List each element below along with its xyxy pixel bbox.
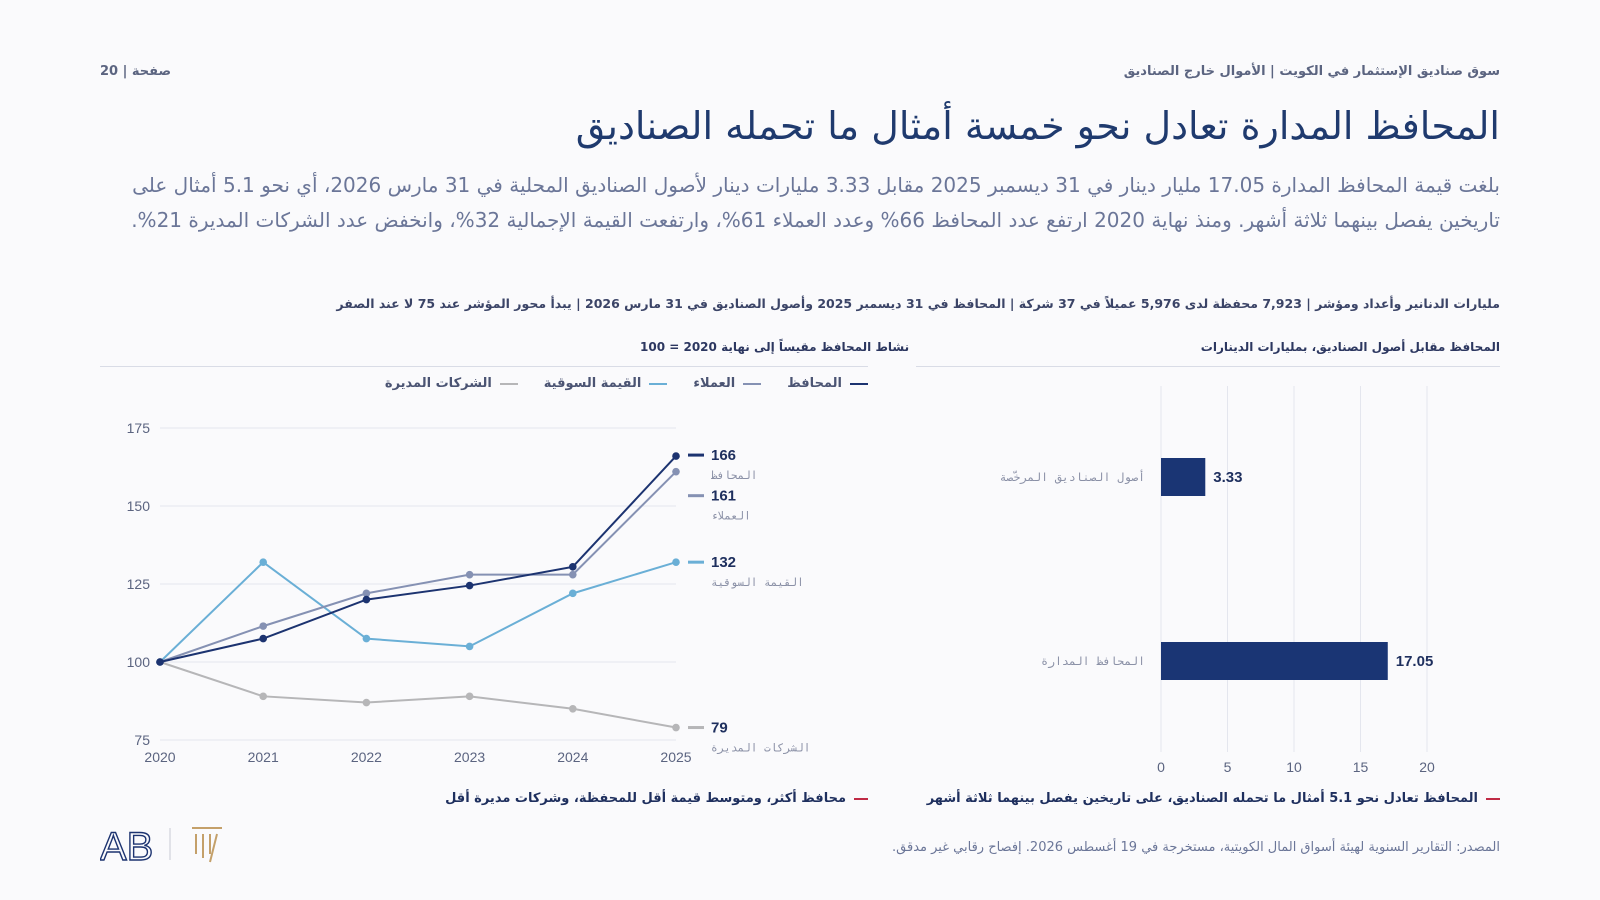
logo-monogram: AB (100, 825, 153, 868)
legend-item: القيمة السوقية (544, 376, 668, 391)
line-chart-caption-text: محافظ أكثر، ومتوسط قيمة أقل للمحفظة، وشر… (445, 791, 846, 806)
data-point (259, 634, 268, 643)
bar (1161, 458, 1206, 496)
data-point (465, 642, 474, 651)
data-point (362, 634, 371, 643)
caption-marker (854, 797, 868, 800)
y-tick-label: 150 (127, 498, 151, 514)
data-point (569, 570, 577, 579)
end-value-label: 79 (711, 720, 728, 737)
legend-swatch (850, 382, 868, 385)
data-point (569, 589, 577, 598)
meta-bar: مليارات الدنانير وأعداد ومؤشر | 7,923 مح… (336, 296, 1500, 311)
bar-chart-section-title: المحافظ مقابل أصول الصناديق، بمليارات ال… (1200, 340, 1500, 354)
pillar-icon (192, 827, 222, 863)
brand-logo: AB (100, 824, 222, 868)
bar-category-label: أصول الصناديق المرخّصة (1000, 469, 1145, 485)
legend-swatch (499, 382, 518, 385)
line-chart-rule (100, 366, 868, 367)
bar-chart-caption: المحافظ تعادل نحو 5.1 أمثال ما تحمله الص… (927, 791, 1500, 806)
end-series-label: القيمة السوقية (711, 576, 804, 589)
bar (1161, 642, 1388, 680)
x-tick-label: 20 (1419, 759, 1435, 775)
x-tick-label: 2021 (248, 749, 279, 765)
lede-paragraph: بلغت قيمة المحافظ المدارة 17.05 مليار دي… (131, 173, 1500, 232)
data-point (465, 692, 474, 701)
data-point (672, 723, 680, 732)
x-tick-label: 10 (1286, 759, 1302, 775)
legend-item: الشركات المديرة (385, 376, 518, 391)
bar-value-label: 3.33 (1213, 469, 1242, 486)
y-tick-label: 100 (127, 654, 151, 670)
legend-swatch (743, 382, 762, 385)
breadcrumb: سوق صناديق الإستثمار في الكويت | الأموال… (1123, 64, 1500, 79)
legend-item: العملاء (693, 376, 762, 391)
legend-item: المحافظ (787, 376, 868, 391)
x-tick-label: 2024 (557, 749, 588, 765)
line-chart-caption: محافظ أكثر، ومتوسط قيمة أقل للمحفظة، وشر… (445, 791, 868, 806)
x-tick-label: 15 (1353, 759, 1369, 775)
y-tick-label: 125 (127, 576, 151, 592)
data-point (672, 452, 680, 460)
end-series-label: الشركات المديرة (711, 742, 810, 755)
end-series-label: العملاء (711, 510, 751, 523)
legend-label: الشركات المديرة (384, 376, 492, 391)
bar-value-label: 17.05 (1396, 653, 1434, 670)
line-chart-legend: المحافظ العملاء القيمة السوقية الشركات المد… (359, 376, 868, 391)
line-chart-section-title: نشاط المحافظ مقيساً إلى نهاية 2020 = 100 (640, 340, 910, 354)
y-tick-label: 75 (134, 732, 150, 748)
end-value-label: 161 (711, 488, 736, 505)
page-title: المحافظ المدارة تعادل نحو خمسة أمثال ما … (575, 104, 1500, 148)
data-point (465, 581, 474, 590)
series-line (159, 455, 677, 663)
legend-label: المحافظ (787, 376, 842, 391)
data-point (156, 658, 164, 666)
series-line (159, 661, 677, 729)
data-point (362, 589, 371, 598)
end-value-label: 166 (711, 447, 736, 464)
data-point (259, 622, 268, 630)
data-point (259, 692, 268, 701)
data-point (362, 595, 371, 604)
data-point (672, 467, 680, 476)
page-number: صفحة | 20 (100, 64, 172, 79)
x-tick-label: 5 (1224, 759, 1232, 775)
source-note: المصدر: التقارير السنوية لهيئة أسواق الم… (892, 840, 1500, 855)
x-tick-label: 2022 (351, 749, 382, 765)
end-series-label: المحافظ (711, 469, 757, 482)
y-tick-label: 175 (127, 420, 151, 436)
series-line (159, 560, 677, 663)
end-value-label: 132 (711, 554, 736, 571)
legend-swatch (649, 382, 668, 385)
data-point (569, 563, 577, 571)
x-tick-label: 2020 (144, 749, 175, 765)
x-tick-label: 0 (1157, 759, 1165, 775)
data-point (569, 705, 577, 713)
data-point (362, 698, 371, 707)
bar-category-label: المحافظ المدارة (1041, 654, 1145, 669)
x-tick-label: 2023 (454, 749, 485, 765)
data-point (259, 558, 268, 566)
x-tick-label: 2025 (660, 749, 691, 765)
legend-label: العملاء (693, 376, 736, 391)
legend-label: القيمة السوقية (543, 376, 642, 391)
caption-marker (1486, 797, 1500, 800)
data-point (465, 570, 474, 579)
series-line (159, 470, 677, 663)
data-point (672, 558, 680, 566)
bar-chart-caption-text: المحافظ تعادل نحو 5.1 أمثال ما تحمله الص… (926, 791, 1478, 806)
bar-chart-rule (916, 366, 1500, 367)
